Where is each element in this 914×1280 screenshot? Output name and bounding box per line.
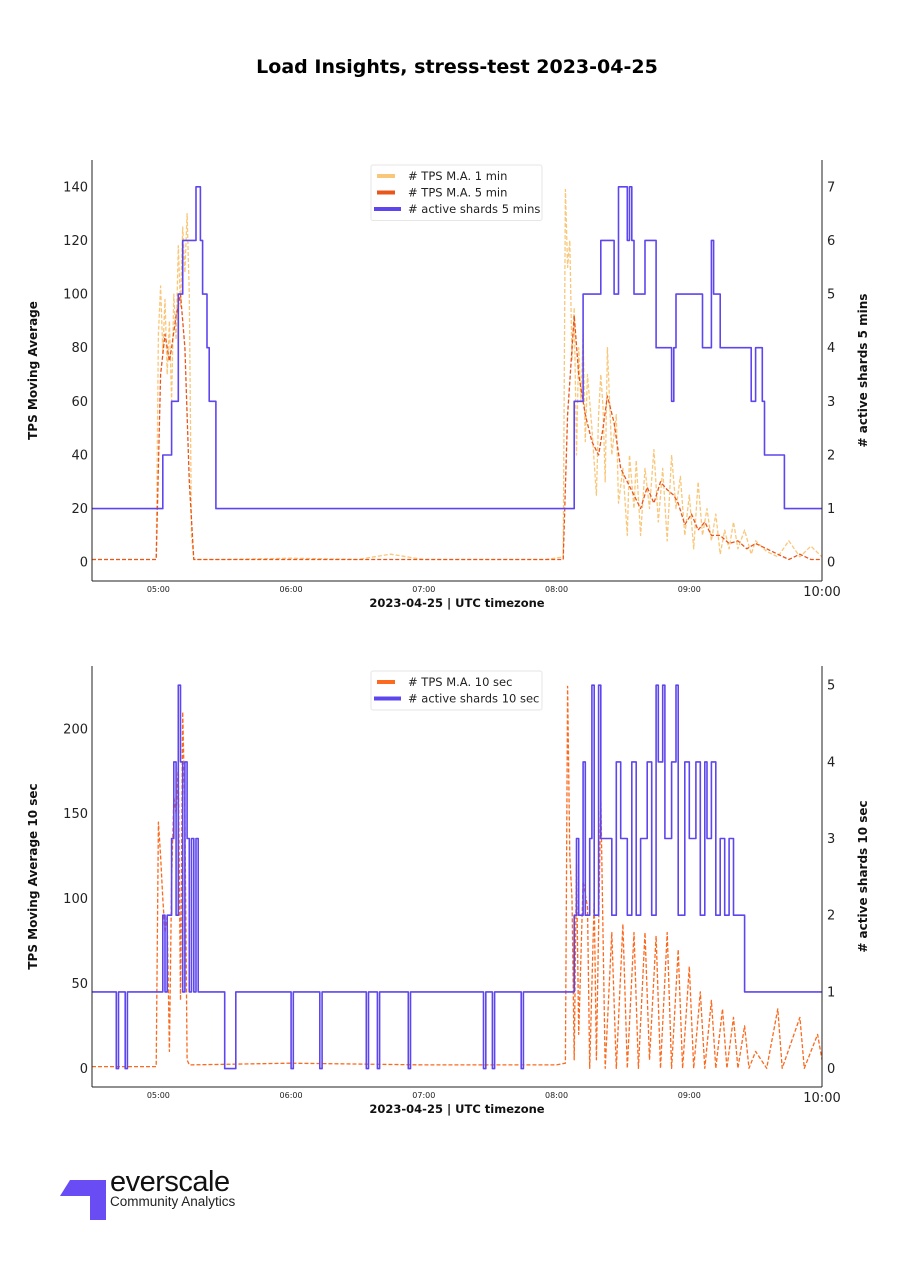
chart-top: 0 20 40 60 80 100 120 140 0 1 2 3 4 5 6 7 05:00 06:00 07:0… [26,160,870,610]
x-tick-label: 10:00 [803,1091,840,1106]
chart-1-plot [92,186,823,561]
y2-tick-label: 5 [827,679,835,694]
y2-tick-label: 7 [827,180,835,195]
legend-label: # active shards 10 sec [408,692,539,706]
chart-2-plot [92,684,823,1070]
everscale-logo: everscale Community Analytics [60,1166,260,1225]
x-tick-label: 05:00 [147,1091,170,1100]
x-tick-label: 09:00 [678,1091,701,1100]
y2-tick-label: 4 [827,755,835,770]
y2-axis-label: # active shards 5 mins [856,294,870,448]
x-tick-label: 07:00 [412,1091,435,1100]
y-tick-label: 0 [80,1062,88,1077]
series-line-active-shards-10-sec [92,684,822,1070]
y2-tick-label: 5 [827,288,835,303]
y2-tick-label: 2 [827,909,835,924]
y-tick-label: 100 [63,288,88,303]
x-tick-label: 08:00 [545,1091,568,1100]
y2-tick-label: 3 [827,832,835,847]
x-tick-label: 07:00 [412,585,435,594]
legend-box [370,164,543,221]
legend-label: # active shards 5 mins [408,202,540,216]
y-tick-label: 60 [71,395,88,410]
page-title: Load Insights, stress-test 2023-04-25 [256,56,658,78]
series-line-tps-m-a-5-min [92,293,822,561]
y-tick-label: 0 [80,556,88,571]
y2-tick-label: 2 [827,448,835,463]
legend: # TPS M.A. 1 min # TPS M.A. 5 min # active… [370,164,543,221]
legend-box [370,670,543,711]
chart-bottom: 0 50 100 150 200 0 1 2 3 4 5 05:00 06:00 07:00 08:00 09… [26,666,870,1116]
y-tick-label: 80 [71,341,88,356]
x-tick-label: 06:00 [280,585,303,594]
y-tick-label: 100 [63,892,88,907]
x-tick-label: 06:00 [280,1091,303,1100]
y-tick-label: 40 [71,448,88,463]
y2-tick-label: 6 [827,234,835,249]
y-tick-label: 50 [71,977,88,992]
legend: # TPS M.A. 10 sec # active shards 10 sec [370,670,543,711]
y-tick-label: 140 [63,180,88,195]
logo-subtitle: Community Analytics [110,1194,236,1209]
y-tick-label: 150 [63,807,88,822]
y-axis-label: TPS Moving Average [26,301,40,440]
y-tick-label: 200 [63,722,88,737]
series-line-tps-m-a-1-min [92,188,823,561]
logo-wordmark: everscale [110,1166,230,1198]
y2-tick-label: 4 [827,341,835,356]
y-tick-label: 120 [63,234,88,249]
x-tick-label: 09:00 [678,585,701,594]
series-line-tps-m-a-10-sec [92,685,823,1069]
y2-tick-label: 3 [827,395,835,410]
series-line-active-shards-5-mins [92,186,822,510]
legend-label: # TPS M.A. 1 min [408,169,507,183]
y2-tick-label: 0 [827,1062,835,1077]
y2-tick-label: 1 [827,985,835,1000]
y-tick-label: 20 [71,502,88,517]
x-tick-label: 05:00 [147,585,170,594]
everscale-logo-icon [60,1180,106,1220]
x-axis-label: 2023-04-25 | UTC timezone [369,1102,544,1116]
legend-label: # TPS M.A. 5 min [408,186,507,200]
x-tick-label: 08:00 [545,585,568,594]
y2-tick-label: 1 [827,502,835,517]
y2-tick-label: 0 [827,556,835,571]
x-tick-label: 10:00 [803,585,840,600]
x-axis-label: 2023-04-25 | UTC timezone [369,596,544,610]
legend-label: # TPS M.A. 10 sec [408,675,512,689]
y2-axis-label: # active shards 10 sec [856,800,870,952]
y-axis-label: TPS Moving Average 10 sec [26,783,40,969]
